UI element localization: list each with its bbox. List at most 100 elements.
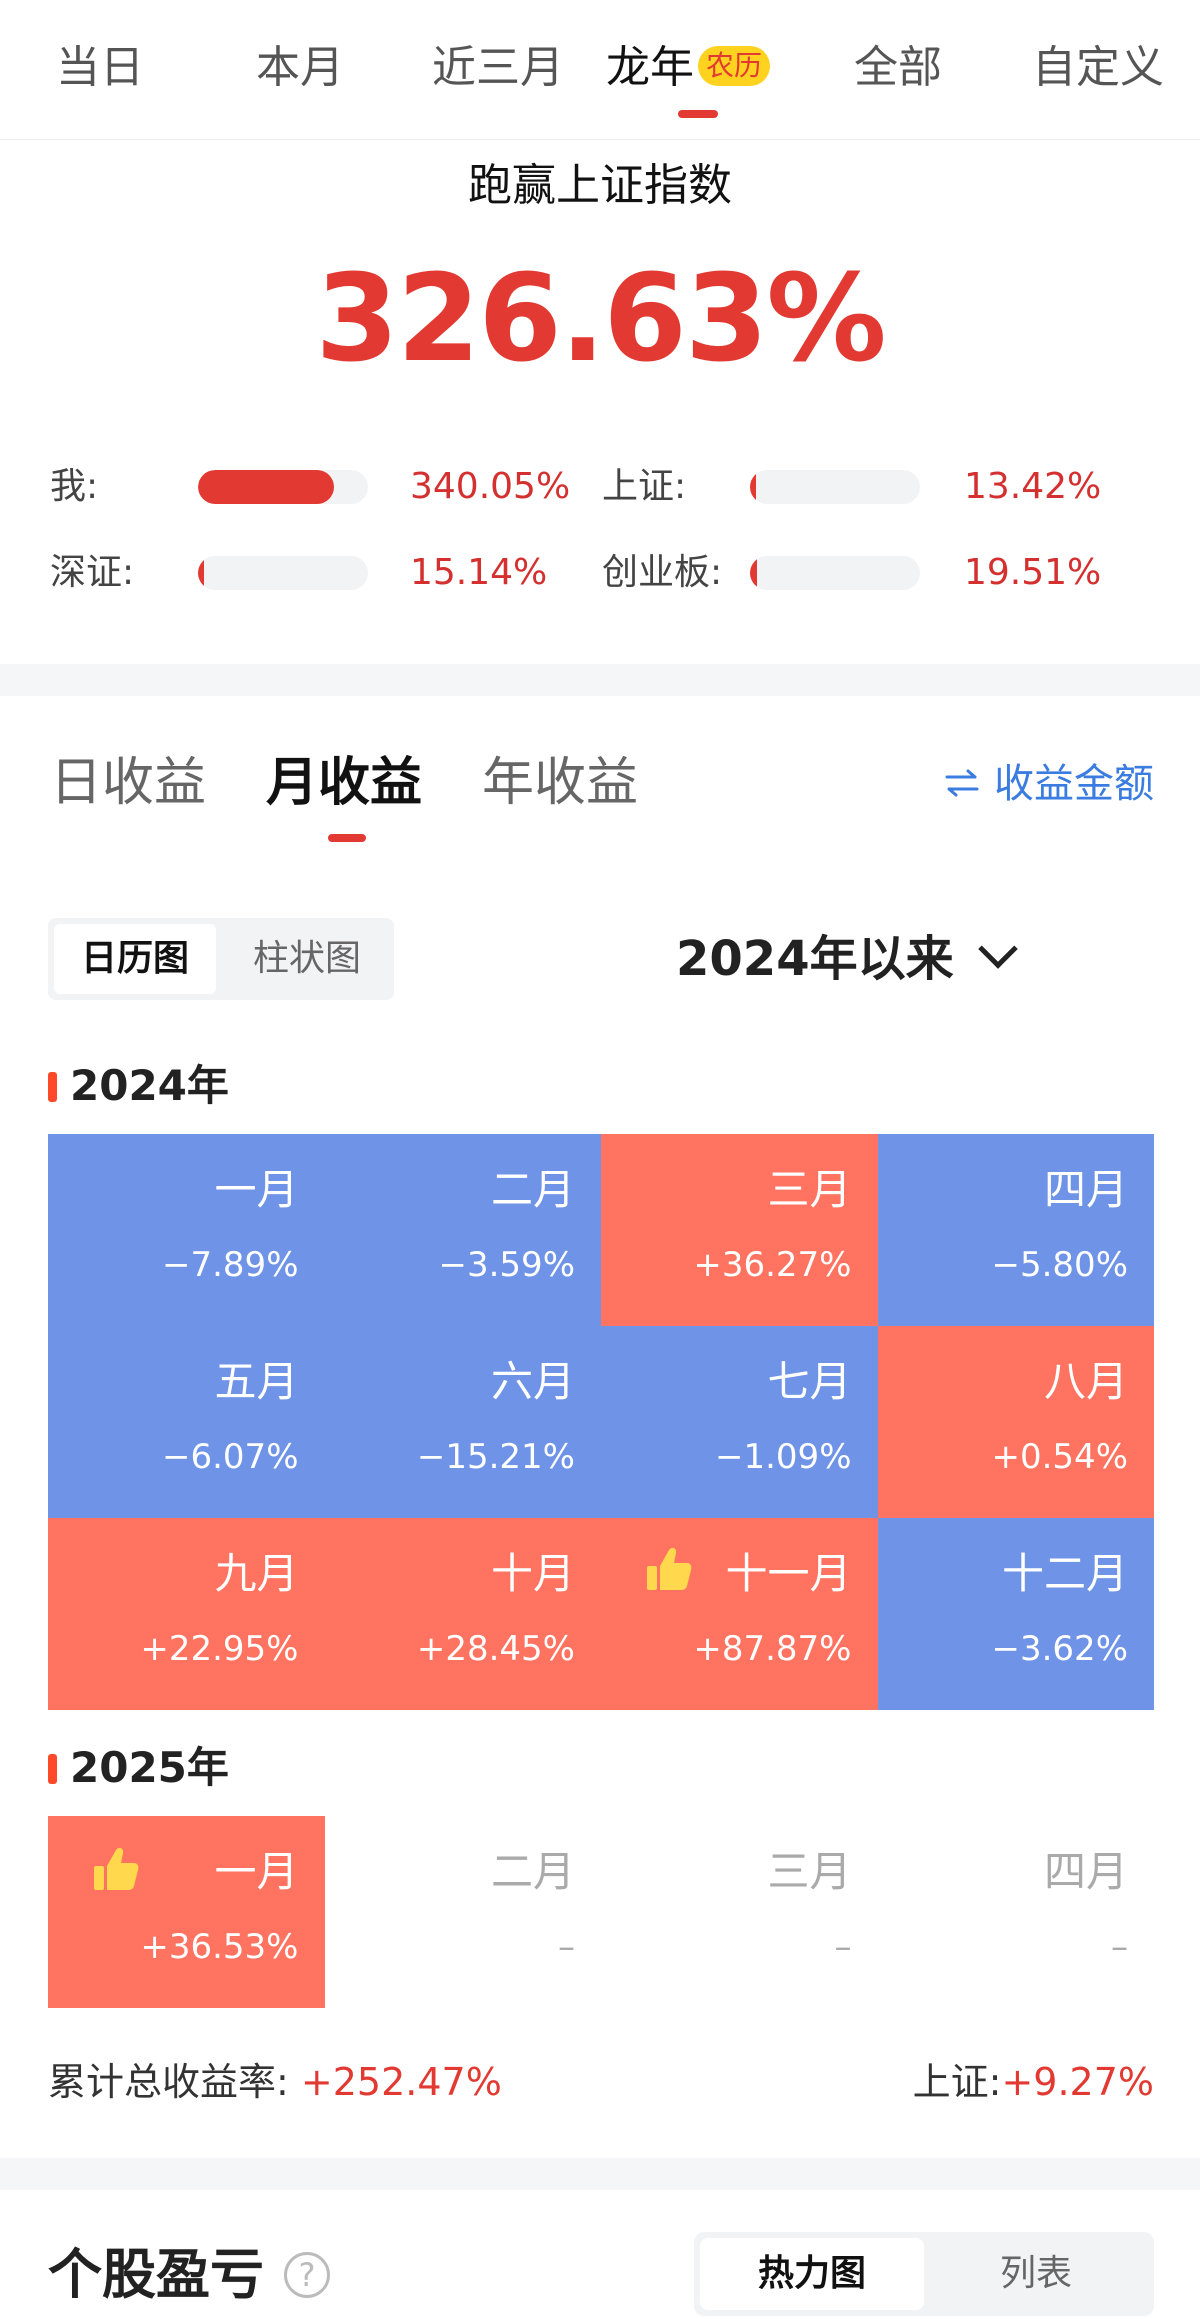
- month-cell[interactable]: 八月 +0.54%: [877, 1326, 1154, 1518]
- month-cell[interactable]: 三月 +36.27%: [601, 1134, 878, 1326]
- compare-bar-shenzhen: [198, 556, 368, 590]
- month-name: 十一月: [725, 1549, 852, 1598]
- compare-value-shenzhen: 15.14%: [410, 552, 548, 593]
- thumbs-up-icon: [645, 1546, 693, 1592]
- year-heading-2024: 2024年: [48, 1058, 229, 1114]
- month-name: 二月: [490, 1847, 575, 1896]
- month-cell[interactable]: 四月 −5.80%: [877, 1134, 1154, 1326]
- tab-monthly-return[interactable]: 月收益: [266, 753, 423, 813]
- compare-bar-chinext: [750, 556, 920, 590]
- month-cell[interactable]: 一月 −7.89%: [48, 1134, 325, 1326]
- stock-view-switch: 热力图 列表: [694, 2232, 1154, 2316]
- total-return-row: 累计总收益率: +252.47%: [48, 2054, 502, 2110]
- month-name: 五月: [214, 1357, 299, 1406]
- month-name: 二月: [490, 1165, 575, 1214]
- tab-this-month[interactable]: 本月: [256, 42, 344, 93]
- calendar-grid-2025: 一月 +36.53% 二月 – 三月 – 四月 –: [48, 1816, 1154, 2008]
- amount-toggle-label: 收益金额: [994, 761, 1154, 807]
- thumbs-up-icon: [92, 1846, 140, 1892]
- tab-yearly-return[interactable]: 年收益: [482, 753, 639, 813]
- section-divider: [0, 664, 1200, 696]
- month-cell[interactable]: 二月 −3.59%: [324, 1134, 601, 1326]
- month-return: +28.45%: [416, 1629, 575, 1669]
- compare-fill-me: [198, 470, 334, 504]
- month-return: −15.21%: [416, 1437, 575, 1477]
- month-cell[interactable]: 七月 −1.09%: [601, 1326, 878, 1518]
- tab-all[interactable]: 全部: [854, 42, 942, 93]
- month-return: –: [558, 1927, 575, 1967]
- month-name: 九月: [214, 1549, 299, 1598]
- month-cell[interactable]: 一月 +36.53%: [48, 1816, 325, 2008]
- outperform-value: 326.63%: [315, 250, 886, 389]
- month-return: −6.07%: [162, 1437, 299, 1477]
- compare-fill-shenzhen: [198, 556, 204, 590]
- period-tab-indicator: [678, 110, 718, 118]
- month-return: −3.62%: [991, 1629, 1129, 1669]
- compare-label-chinext: 创业板:: [602, 552, 723, 593]
- year-heading-2025: 2025年: [48, 1740, 229, 1796]
- compare-label-shenzhen: 深证:: [50, 552, 135, 593]
- month-name: 十月: [490, 1549, 575, 1598]
- month-cell: 三月 –: [601, 1816, 878, 2008]
- month-return: +36.53%: [140, 1927, 299, 1967]
- tab-three-months[interactable]: 近三月: [432, 42, 564, 93]
- month-cell[interactable]: 六月 −15.21%: [324, 1326, 601, 1518]
- compare-label-shanghai: 上证:: [602, 466, 687, 507]
- chevron-down-icon: [977, 929, 1018, 969]
- index-return-row: 上证:+9.27%: [913, 2054, 1154, 2110]
- month-cell[interactable]: 十月 +28.45%: [324, 1518, 601, 1710]
- month-name: 一月: [214, 1847, 299, 1896]
- month-return: +22.95%: [140, 1629, 299, 1669]
- tab-dragon-year[interactable]: 龙年 农历: [606, 36, 771, 100]
- help-icon[interactable]: ?: [284, 2252, 330, 2298]
- month-cell: 四月 –: [878, 1816, 1155, 2008]
- index-return-label: 上证:: [912, 2060, 1002, 2104]
- month-name: 三月: [767, 1165, 852, 1214]
- month-return: −3.59%: [438, 1245, 576, 1285]
- month-return: +87.87%: [693, 1629, 852, 1669]
- compare-bar-me: [198, 470, 368, 504]
- range-select[interactable]: 2024年以来: [676, 924, 1018, 994]
- index-return-value: +9.27%: [1001, 2060, 1154, 2104]
- compare-value-me: 340.05%: [410, 466, 571, 507]
- month-name: 一月: [214, 1165, 299, 1214]
- compare-value-shanghai: 13.42%: [964, 466, 1102, 507]
- lunar-badge: 农历: [698, 46, 771, 86]
- tab-dragon-year-label: 龙年: [606, 42, 694, 93]
- tab-daily-return[interactable]: 日收益: [50, 753, 207, 813]
- compare-fill-chinext: [750, 556, 757, 590]
- tab-custom[interactable]: 自定义: [1032, 42, 1164, 93]
- compare-bar-shanghai: [750, 470, 920, 504]
- month-return: +36.27%: [693, 1245, 852, 1285]
- month-cell[interactable]: 十二月 −3.62%: [877, 1518, 1154, 1710]
- month-name: 四月: [1043, 1847, 1128, 1896]
- month-return: −5.80%: [991, 1245, 1129, 1285]
- month-cell[interactable]: 九月 +22.95%: [48, 1518, 325, 1710]
- month-return: –: [1111, 1927, 1128, 1967]
- return-tab-indicator: [328, 834, 366, 842]
- outperform-title: 跑赢上证指数: [468, 160, 732, 211]
- month-name: 三月: [767, 1847, 852, 1896]
- total-return-label: 累计总收益率:: [48, 2060, 289, 2104]
- range-select-label: 2024年以来: [676, 931, 954, 987]
- tab-today[interactable]: 当日: [56, 42, 144, 93]
- month-return: −7.89%: [162, 1245, 299, 1285]
- view-bar-button[interactable]: 柱状图: [252, 938, 361, 979]
- month-name: 八月: [1043, 1357, 1128, 1406]
- month-name: 七月: [767, 1357, 852, 1406]
- month-cell[interactable]: 十一月 +87.87%: [601, 1518, 878, 1710]
- month-return: +0.54%: [991, 1437, 1129, 1477]
- month-cell[interactable]: 五月 −6.07%: [48, 1326, 325, 1518]
- compare-fill-shanghai: [750, 470, 756, 504]
- month-name: 十二月: [1001, 1549, 1128, 1598]
- view-heatmap-button[interactable]: 热力图: [700, 2238, 924, 2310]
- view-list-button[interactable]: 列表: [999, 2253, 1072, 2294]
- view-calendar-button[interactable]: 日历图: [54, 924, 216, 994]
- section-divider-2: [0, 2158, 1200, 2190]
- month-name: 六月: [490, 1357, 575, 1406]
- period-tabs: 当日 本月 近三月 龙年 农历 全部 自定义: [0, 0, 1200, 140]
- swap-icon: [945, 769, 979, 797]
- month-name: 四月: [1043, 1165, 1128, 1214]
- amount-toggle-button[interactable]: 收益金额: [944, 756, 1154, 812]
- month-return: –: [834, 1927, 852, 1967]
